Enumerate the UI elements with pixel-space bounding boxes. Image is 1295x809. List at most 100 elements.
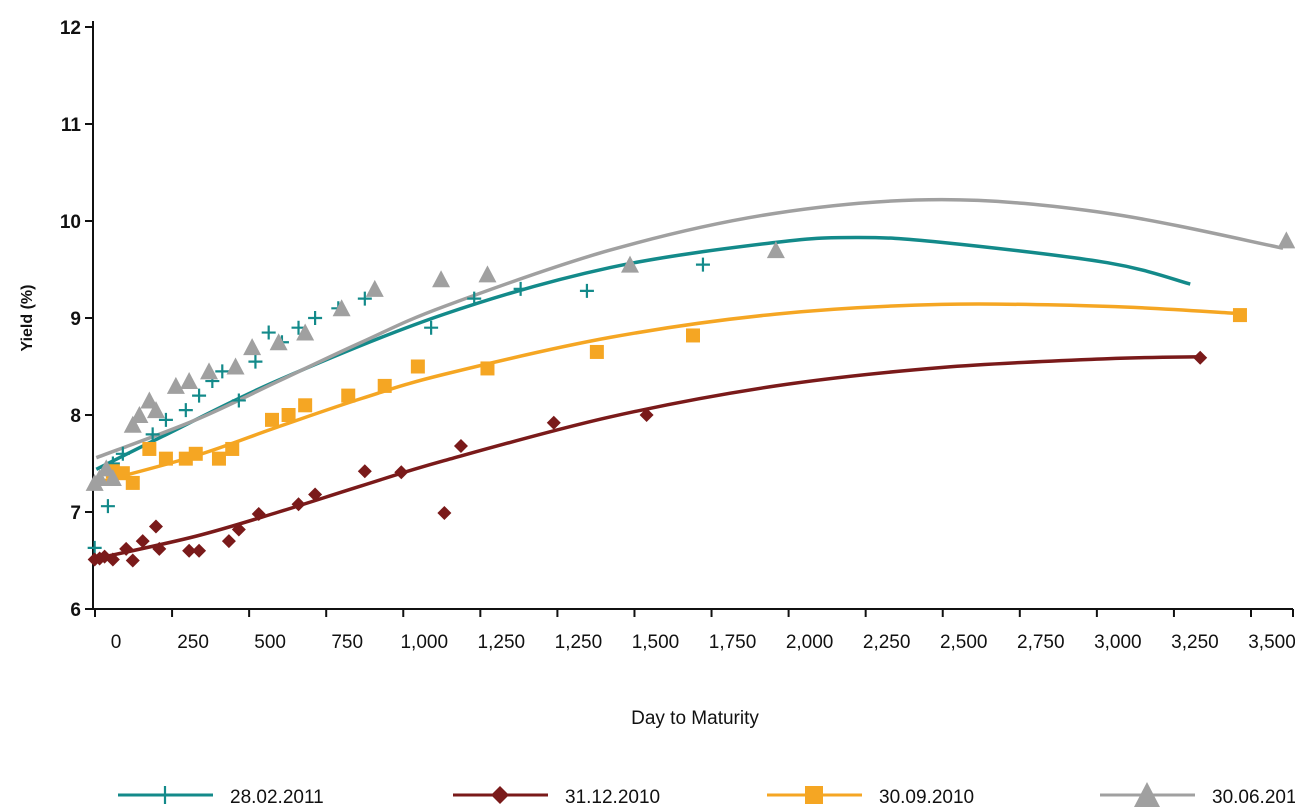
data-point [221, 534, 236, 549]
data-point [424, 320, 439, 335]
data-point [180, 372, 199, 390]
y-tick-label: 9 [70, 309, 81, 330]
x-tick-label: 2,750 [1017, 632, 1065, 653]
series-points-3 [105, 308, 1247, 490]
y-tick-label: 8 [70, 406, 81, 427]
legend-marker [1134, 782, 1160, 807]
y-tick-label: 11 [61, 115, 82, 136]
y-tick-label: 10 [60, 212, 81, 233]
data-point [243, 338, 262, 356]
legend-marker [805, 786, 823, 804]
axes [92, 21, 1293, 610]
data-point [453, 439, 468, 454]
x-ticks: 0 250 500 750 1,000 1,250 1,250 1,500 1,750 2,000… [94, 609, 1295, 653]
data-point [125, 475, 140, 490]
data-point [308, 487, 323, 502]
data-point [188, 446, 203, 461]
data-point [480, 361, 495, 376]
data-point [281, 408, 296, 422]
legend-item-3: 30.09.2010 [767, 786, 974, 808]
legend-item-1: 28.02.2011 [118, 786, 324, 808]
x-tick-label: 1,000 [400, 632, 448, 653]
data-point [140, 391, 159, 409]
x-tick-label: 3,000 [1094, 632, 1142, 653]
data-point [211, 451, 226, 466]
data-point [621, 255, 640, 273]
data-point [148, 519, 163, 534]
data-point [225, 441, 240, 456]
x-axis-title: Day to Maturity [631, 708, 759, 729]
data-point [231, 393, 246, 408]
legend-item-2: 31.12.2010 [453, 786, 660, 808]
data-point [365, 279, 384, 297]
data-point [686, 328, 700, 343]
data-point [145, 427, 160, 442]
x-tick-label: 1,250 [555, 632, 603, 653]
data-point [478, 265, 497, 283]
legend: 28.02.2011 31.12.2010 30.09.2010 30.06.2010 [118, 782, 1295, 808]
data-point [192, 543, 207, 558]
data-point [200, 362, 219, 380]
x-tick-label: 3,500 [1248, 632, 1295, 653]
data-point [142, 441, 157, 456]
x-tick-label: 1,750 [709, 632, 757, 653]
data-point [130, 406, 149, 423]
x-tick-label: 250 [177, 632, 209, 653]
data-point [513, 281, 528, 296]
series-points-4 [85, 231, 1295, 491]
data-point [766, 241, 785, 259]
data-point [192, 388, 207, 403]
data-point [103, 469, 122, 487]
data-point [100, 499, 115, 514]
data-point [125, 553, 140, 568]
data-point [332, 299, 351, 317]
trend-line-2 [95, 355, 1201, 561]
data-point [123, 415, 142, 433]
x-tick-label: 2,500 [940, 632, 988, 653]
legend-label: 31.12.2010 [565, 787, 660, 808]
data-point [90, 469, 109, 487]
x-tick-label: 500 [254, 632, 286, 653]
x-tick-label: 2,250 [863, 632, 911, 653]
data-point [437, 505, 452, 520]
data-point [158, 451, 173, 466]
trend-line-3 [95, 302, 1234, 485]
data-point [178, 403, 193, 418]
data-point [152, 541, 167, 556]
x-tick-label: 2,000 [786, 632, 834, 653]
data-point [308, 311, 323, 325]
data-point [248, 354, 263, 369]
data-point [341, 388, 356, 403]
data-point [215, 364, 230, 379]
data-point [115, 446, 130, 461]
legend-marker [491, 786, 509, 804]
data-point [1232, 308, 1247, 323]
data-point [432, 270, 451, 288]
x-tick-label: 1,250 [478, 632, 526, 653]
data-point [298, 398, 313, 413]
y-tick-label: 6 [70, 600, 81, 621]
data-markers [85, 231, 1295, 568]
data-point [357, 464, 372, 479]
series-points-2 [87, 350, 1208, 568]
data-point [546, 415, 561, 430]
y-tick-label: 7 [70, 503, 81, 524]
series-points-1 [87, 257, 710, 555]
y-tick-label: 12 [60, 18, 81, 39]
trend-line-4 [95, 197, 1284, 460]
data-point [357, 291, 372, 306]
data-point [1193, 350, 1208, 365]
data-point [296, 323, 315, 341]
legend-label: 30.09.2010 [879, 787, 974, 808]
data-point [410, 359, 425, 374]
data-point [269, 333, 288, 351]
data-point [377, 378, 392, 393]
y-axis-title: Yield (%) [19, 285, 36, 352]
y-ticks: 6 7 8 9 10 11 12 [60, 18, 93, 621]
legend-marker [156, 786, 174, 804]
x-tick-label: 1,500 [632, 632, 680, 653]
data-point [119, 541, 134, 556]
legend-label: 30.06.2010 [1212, 787, 1295, 808]
data-point [639, 408, 654, 422]
